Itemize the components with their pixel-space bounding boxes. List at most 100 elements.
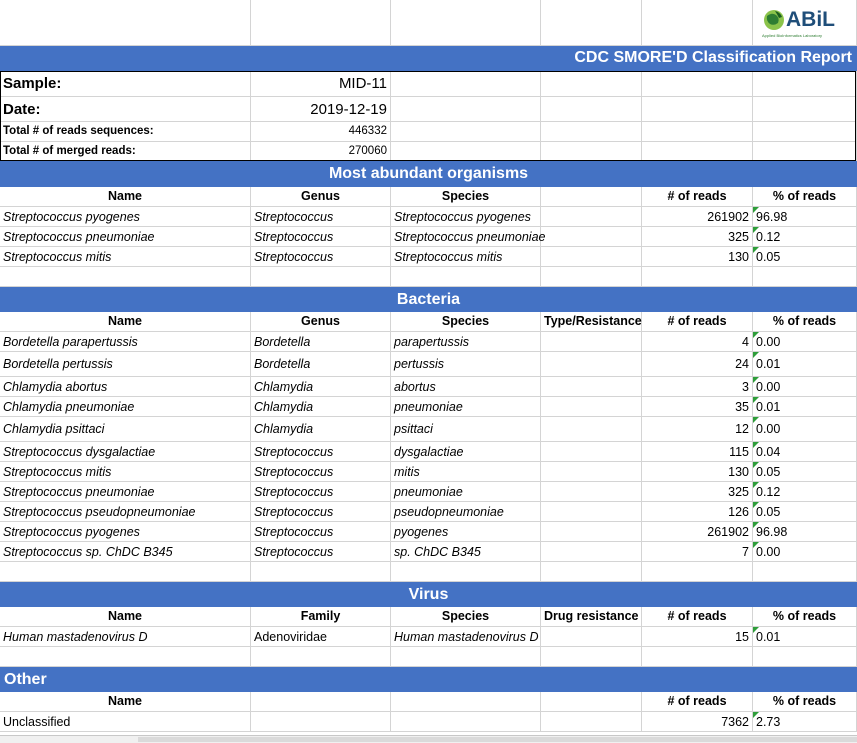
column-header[interactable]: % of reads (753, 607, 857, 627)
percent-cell[interactable]: 0.00 (753, 377, 857, 397)
reads-cell[interactable]: 35 (642, 397, 753, 417)
species-cell[interactable] (391, 712, 541, 732)
cell[interactable] (391, 0, 541, 46)
type-cell[interactable] (541, 482, 642, 502)
type-cell[interactable] (541, 227, 642, 247)
species-cell[interactable]: Streptococcus pneumoniae (391, 227, 545, 247)
name-cell[interactable]: Bordetella pertussis (0, 352, 251, 377)
genus-cell[interactable]: Bordetella (251, 332, 391, 352)
column-header[interactable]: Species (391, 312, 541, 332)
name-cell[interactable]: Streptococcus sp. ChDC B345 (0, 542, 251, 562)
reads-value[interactable]: 446332 (251, 122, 391, 142)
name-cell[interactable]: Streptococcus pyogenes (0, 522, 251, 542)
column-header[interactable]: Species (391, 187, 541, 207)
name-cell[interactable]: Streptococcus dysgalactiae (0, 442, 251, 462)
genus-cell[interactable]: Adenoviridae (251, 627, 391, 647)
cell[interactable] (642, 647, 753, 667)
column-header[interactable]: % of reads (753, 692, 857, 712)
species-cell[interactable]: pseudopneumoniae (391, 502, 541, 522)
reads-cell[interactable]: 7362 (642, 712, 753, 732)
sample-label[interactable]: Sample: (0, 71, 251, 97)
cell[interactable] (642, 0, 753, 46)
percent-cell[interactable]: 0.05 (753, 462, 857, 482)
genus-cell[interactable]: Streptococcus (251, 462, 391, 482)
cell[interactable] (753, 647, 857, 667)
cell[interactable] (642, 71, 753, 97)
cell[interactable] (391, 71, 541, 97)
type-cell[interactable] (541, 377, 642, 397)
column-header[interactable]: Drug resistance (541, 607, 642, 627)
genus-cell[interactable]: Streptococcus (251, 502, 391, 522)
species-cell[interactable]: Streptococcus pyogenes (391, 207, 541, 227)
genus-cell[interactable]: Streptococcus (251, 522, 391, 542)
name-cell[interactable]: Human mastadenovirus D (0, 627, 251, 647)
cell[interactable] (753, 97, 857, 122)
name-cell[interactable]: Streptococcus mitis (0, 247, 251, 267)
percent-cell[interactable]: 0.01 (753, 352, 857, 377)
name-cell[interactable]: Streptococcus mitis (0, 462, 251, 482)
percent-cell[interactable]: 0.01 (753, 627, 857, 647)
cell[interactable] (251, 562, 391, 582)
name-cell[interactable]: Chlamydia psittaci (0, 417, 251, 442)
genus-cell[interactable]: Bordetella (251, 352, 391, 377)
species-cell[interactable]: abortus (391, 377, 541, 397)
column-header[interactable]: Name (0, 312, 251, 332)
percent-cell[interactable]: 0.04 (753, 442, 857, 462)
percent-cell[interactable]: 0.12 (753, 482, 857, 502)
column-header[interactable]: % of reads (753, 312, 857, 332)
percent-cell[interactable]: 0.00 (753, 417, 857, 442)
type-cell[interactable] (541, 462, 642, 482)
cell[interactable] (753, 562, 857, 582)
reads-cell[interactable]: 126 (642, 502, 753, 522)
cell[interactable] (642, 122, 753, 142)
genus-cell[interactable]: Streptococcus (251, 247, 391, 267)
type-cell[interactable] (541, 247, 642, 267)
name-cell[interactable]: Streptococcus pyogenes (0, 207, 251, 227)
column-header[interactable]: # of reads (642, 312, 753, 332)
type-cell[interactable] (541, 522, 642, 542)
percent-cell[interactable]: 0.00 (753, 542, 857, 562)
cell[interactable] (541, 562, 642, 582)
reads-cell[interactable]: 7 (642, 542, 753, 562)
cell[interactable] (642, 97, 753, 122)
column-header[interactable]: # of reads (642, 187, 753, 207)
column-header[interactable]: % of reads (753, 187, 857, 207)
column-header[interactable]: Family (251, 607, 391, 627)
name-cell[interactable]: Bordetella parapertussis (0, 332, 251, 352)
name-cell[interactable]: Streptococcus pneumoniae (0, 227, 251, 247)
reads-cell[interactable]: 4 (642, 332, 753, 352)
genus-cell[interactable]: Streptococcus (251, 442, 391, 462)
percent-cell[interactable]: 0.05 (753, 247, 857, 267)
cell[interactable] (0, 562, 251, 582)
reads-cell[interactable]: 261902 (642, 207, 753, 227)
type-cell[interactable] (541, 442, 642, 462)
genus-cell[interactable] (251, 712, 391, 732)
species-cell[interactable]: sp. ChDC B345 (391, 542, 541, 562)
cell[interactable] (541, 142, 642, 161)
column-header[interactable] (391, 692, 541, 712)
species-cell[interactable]: pertussis (391, 352, 541, 377)
cell[interactable] (251, 647, 391, 667)
column-header[interactable]: Name (0, 187, 251, 207)
percent-cell[interactable]: 0.01 (753, 397, 857, 417)
percent-cell[interactable]: 0.12 (753, 227, 857, 247)
merged-label[interactable]: Total # of merged reads: (0, 142, 251, 161)
species-cell[interactable]: dysgalactiae (391, 442, 541, 462)
column-header[interactable] (541, 187, 642, 207)
species-cell[interactable]: Human mastadenovirus D (391, 627, 541, 647)
species-cell[interactable]: parapertussis (391, 332, 541, 352)
type-cell[interactable] (541, 352, 642, 377)
cell[interactable] (0, 647, 251, 667)
genus-cell[interactable]: Streptococcus (251, 207, 391, 227)
species-cell[interactable]: pneumoniae (391, 397, 541, 417)
cell[interactable] (391, 97, 541, 122)
type-cell[interactable] (541, 542, 642, 562)
type-cell[interactable] (541, 397, 642, 417)
cell[interactable] (391, 142, 541, 161)
genus-cell[interactable]: Chlamydia (251, 417, 391, 442)
cell[interactable] (0, 267, 251, 287)
column-header[interactable] (541, 692, 642, 712)
reads-cell[interactable]: 325 (642, 482, 753, 502)
cell[interactable] (753, 71, 857, 97)
cell[interactable] (541, 267, 642, 287)
